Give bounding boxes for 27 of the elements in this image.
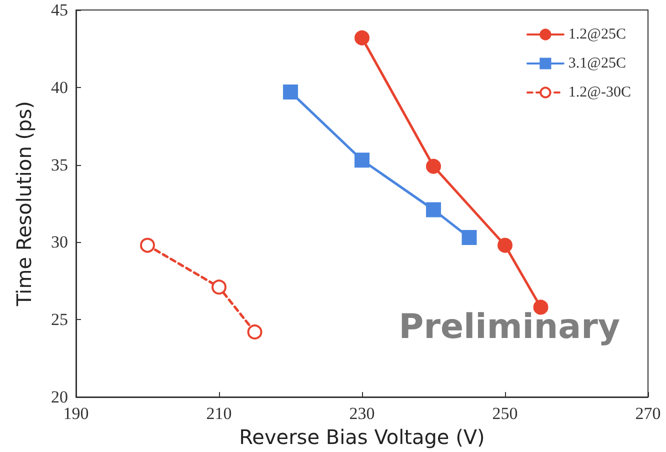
point	[426, 202, 441, 218]
x-tick-label: 250	[492, 404, 518, 423]
point	[212, 280, 226, 295]
annotation: Preliminary	[398, 307, 620, 347]
x-tick-label: 190	[63, 404, 89, 423]
x-tick-label: 230	[349, 404, 375, 423]
point	[426, 158, 441, 174]
x-tick-label: 270	[635, 404, 661, 423]
legend-label: 3.1@25C	[568, 56, 626, 72]
x-axis-title: Reverse Bias Voltage (V)	[239, 425, 485, 449]
point	[283, 84, 298, 100]
y-axis-title: Time Resolution (ps)	[12, 101, 36, 307]
y-tick-label: 20	[51, 388, 68, 406]
point	[462, 230, 477, 246]
y-tick-label: 45	[51, 0, 68, 20]
y-tick-label: 30	[51, 232, 68, 252]
x-tick-label: 210	[206, 404, 232, 423]
point	[247, 324, 262, 340]
y-tick-label: 40	[51, 78, 68, 97]
point	[498, 238, 512, 253]
point	[140, 238, 155, 253]
legend-label: 1.2@25C	[568, 26, 626, 42]
point	[354, 152, 370, 168]
point	[354, 30, 370, 46]
y-tick-label: 35	[51, 155, 68, 174]
legend-label: 1.2@-30C	[568, 84, 632, 100]
y-tick-label: 25	[51, 310, 68, 330]
